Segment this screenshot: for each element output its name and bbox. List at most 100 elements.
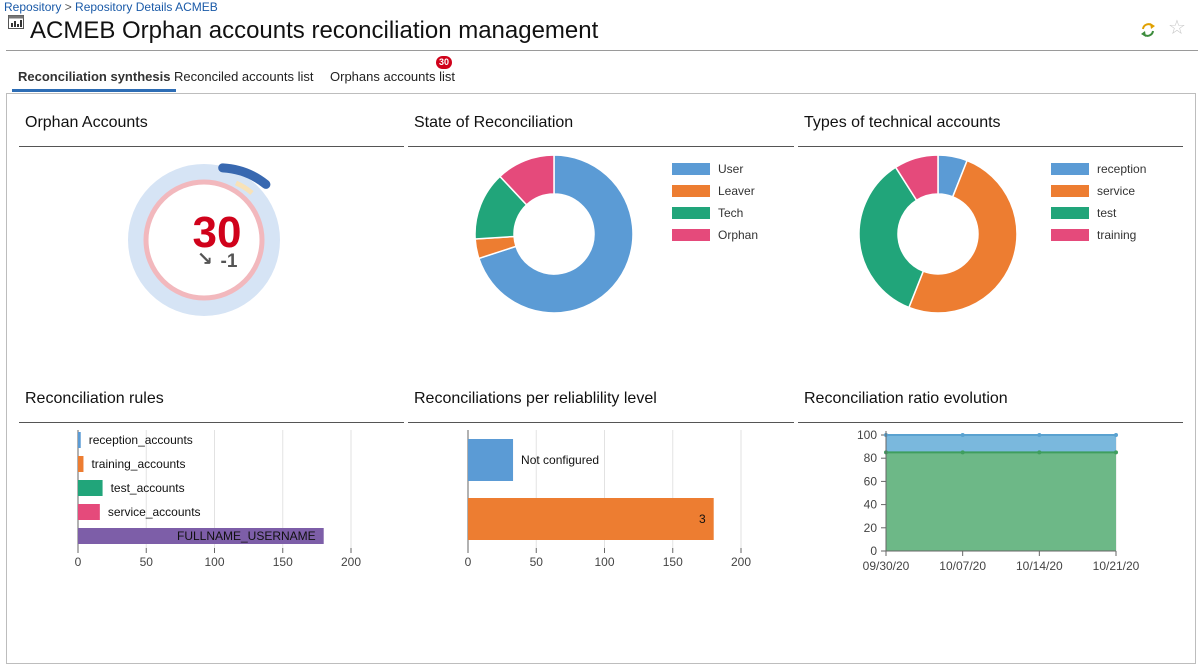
point-series-1-1 [960, 450, 965, 455]
tick-label-x-200: 200 [341, 555, 361, 569]
breadcrumb: Repository > Repository Details ACMEB [4, 0, 218, 14]
slice-training [894, 154, 939, 202]
legend-label-tech: Tech [718, 206, 743, 220]
tab-orphans-accounts-list-label: Orphans accounts list [330, 69, 456, 84]
refresh-icon[interactable] [1139, 21, 1157, 39]
gauge-progress-arc [218, 163, 271, 189]
bar-item-1 [468, 498, 714, 540]
tick-label-x-150: 150 [273, 555, 293, 569]
ratio-evolution-divider [798, 422, 1183, 423]
legend-swatch-training [1051, 229, 1089, 241]
gauge-marker-arc [234, 180, 254, 195]
tick-label-y-100: 100 [857, 428, 877, 442]
trend-down-icon: ↘ [197, 249, 213, 270]
types-of-technical-accounts-title: Types of technical accounts [804, 114, 1001, 131]
bar-label-test-accounts: test_accounts [111, 481, 185, 495]
point-series-0-1 [960, 433, 965, 437]
tick-label-x-0: 0 [75, 555, 82, 569]
gauge-inner-ring [143, 179, 265, 301]
tick-label-x-10-07-20: 10/07/20 [939, 559, 986, 573]
orphan-accounts-title: Orphan Accounts [25, 114, 148, 131]
tick-label-x-200: 200 [731, 555, 751, 569]
orphan-accounts-divider [19, 146, 404, 147]
breadcrumb-separator: > [61, 0, 76, 14]
types-of-technical-accounts-divider [798, 146, 1183, 147]
state-of-reconciliation-title: State of Reconciliation [414, 114, 574, 131]
tick-label-y-0: 0 [870, 544, 877, 558]
tick-label-x-50: 50 [530, 555, 544, 569]
point-series-0-2 [1037, 433, 1042, 437]
page-title: ACMEB Orphan accounts reconciliation man… [30, 17, 599, 44]
reconciliation-rules-divider [19, 422, 404, 423]
legend-swatch-reception [1051, 163, 1089, 175]
reconciliation-rules-title: Reconciliation rules [25, 390, 164, 407]
slice-orphan [498, 154, 555, 206]
reliability-level-chart[interactable]: 0 50 100 150 200 Not configured 3 [465, 430, 752, 569]
ratio-evolution-title: Reconciliation ratio evolution [804, 390, 1008, 407]
synthesis-content [6, 93, 1196, 664]
legend-label-training: training [1097, 228, 1136, 242]
tick-label-x-100: 100 [204, 555, 224, 569]
area-series-1 [886, 452, 1116, 551]
reliability-level-divider [408, 422, 794, 423]
tick-label-y-40: 40 [864, 498, 878, 512]
bar-reception-accounts [78, 432, 81, 448]
title-divider [6, 50, 1198, 51]
legend-swatch-service [1051, 185, 1089, 197]
orphan-accounts-delta: -1 [221, 251, 238, 272]
legend-label-test: test [1097, 206, 1117, 220]
tick-label-x-10-14-20: 10/14/20 [1016, 559, 1063, 573]
breadcrumb-repository-link[interactable]: Repository [4, 0, 62, 14]
point-series-0-3 [1114, 433, 1118, 437]
tick-label-x-100: 100 [594, 555, 614, 569]
legend-swatch-user [672, 163, 710, 175]
bar-label-not-configured: Not configured [521, 453, 599, 467]
state-of-reconciliation-chart[interactable]: User Leaver Tech Orphan [474, 154, 758, 314]
legend-swatch-test [1051, 207, 1089, 219]
point-series-1-3 [1114, 450, 1118, 455]
orphan-accounts-gauge[interactable]: 30 ↘ -1 [128, 163, 280, 316]
bar-fullname-username [78, 528, 324, 544]
bar-service-accounts [78, 504, 100, 520]
types-of-technical-accounts-chart[interactable]: reception service test training [858, 154, 1146, 314]
bar-label-service-accounts: service_accounts [108, 505, 201, 519]
bar-label-training-accounts: training_accounts [91, 457, 185, 471]
legend-label-user: User [718, 162, 743, 176]
tick-label-x-150: 150 [663, 555, 683, 569]
legend-label-service: service [1097, 184, 1135, 198]
star-icon[interactable]: ☆ [1168, 17, 1186, 39]
tick-label-y-20: 20 [864, 521, 878, 535]
slice-service [907, 159, 1018, 314]
legend-label-leaver: Leaver [718, 184, 755, 198]
bar-test-accounts [78, 480, 103, 496]
bar-training-accounts [78, 456, 84, 472]
slice-test [858, 166, 925, 309]
legend-swatch-leaver [672, 185, 710, 197]
ratio-evolution-chart[interactable]: 0 20 40 60 80 100 09/30/20 10/07/20 10/14/20 10/2… [857, 428, 1140, 573]
tab-reconciliation-synthesis[interactable]: Reconciliation synthesis [12, 64, 177, 92]
orphans-count-badge: 30 [436, 56, 453, 69]
tick-label-x-50: 50 [140, 555, 154, 569]
dashboard-icon [8, 15, 24, 29]
legend-label-orphan: Orphan [718, 228, 758, 242]
tick-label-x-10-21-20: 10/21/20 [1093, 559, 1140, 573]
bar-label-reception-accounts: reception_accounts [89, 433, 193, 447]
tick-label-y-80: 80 [864, 451, 878, 465]
orphan-accounts-value: 30 [193, 208, 242, 257]
bar-label-fullname-username: FULLNAME_USERNAME [177, 529, 316, 543]
reconciliation-rules-chart[interactable]: 0 50 100 150 200 reception_accounts training_a… [75, 430, 362, 569]
bar-not-configured [468, 439, 514, 481]
tick-label-x-0: 0 [465, 555, 472, 569]
tick-label-y-60: 60 [864, 474, 878, 488]
data-label-bar-1: 3 [699, 512, 706, 526]
slice-user [477, 154, 634, 314]
reliability-level-title: Reconciliations per reliablility level [414, 390, 657, 407]
gauge-outer-ring [128, 164, 280, 316]
tab-reconciled-accounts-list[interactable]: Reconciled accounts list [174, 69, 314, 84]
state-of-reconciliation-divider [408, 146, 794, 147]
breadcrumb-repository-details-link[interactable]: Repository Details ACMEB [75, 0, 218, 14]
tick-label-x-09-30-20: 09/30/20 [863, 559, 910, 573]
legend-swatch-orphan [672, 229, 710, 241]
tab-orphans-accounts-list[interactable]: Orphans accounts list 30 [324, 56, 461, 92]
